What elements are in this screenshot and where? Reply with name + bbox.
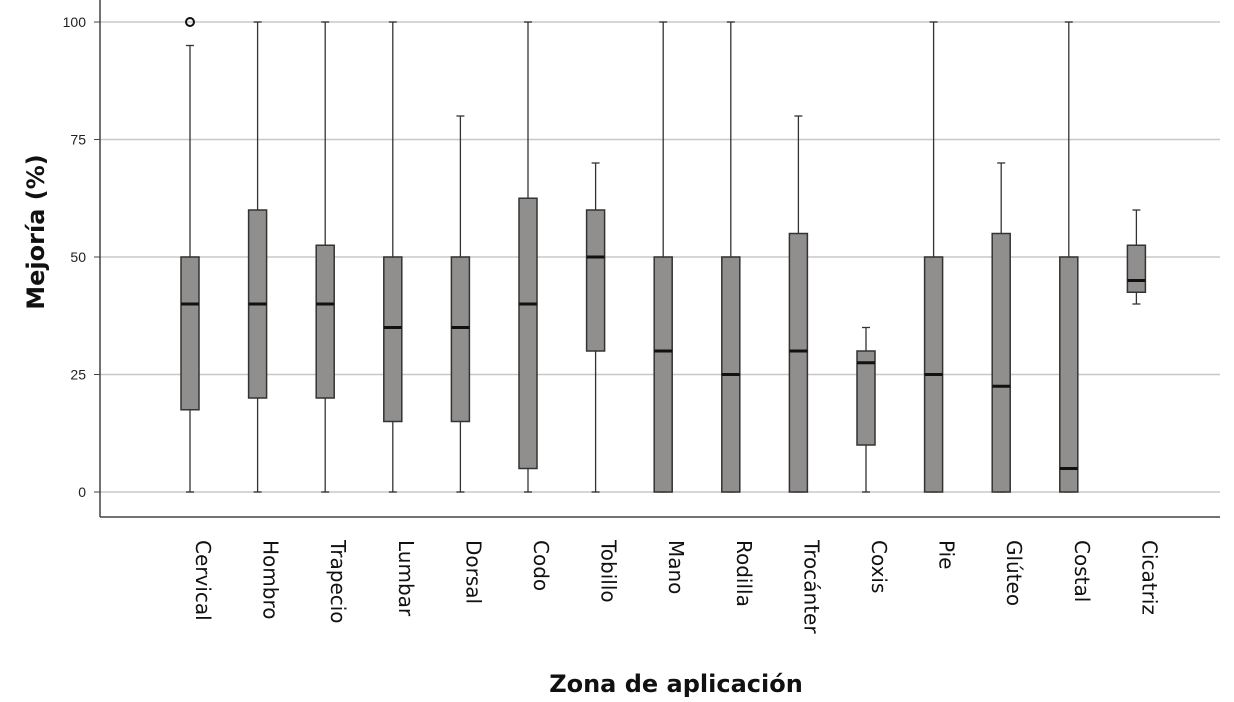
box-dorsal (450, 115, 471, 493)
x-category-label: Pie (935, 540, 959, 569)
box-iqr (518, 197, 538, 470)
box-iqr (1059, 256, 1079, 493)
y-tick-label: 0 (78, 484, 86, 500)
box-pie (923, 21, 944, 493)
y-axis-title: Mejoría (%) (22, 154, 50, 309)
box-lumbar (383, 21, 403, 493)
box-coxis (856, 326, 876, 493)
box-iqr (585, 209, 606, 352)
box-iqr (653, 256, 673, 493)
box-cervical (180, 17, 200, 493)
box-iqr (788, 232, 809, 493)
x-axis-title: Zona de aplicación (549, 670, 803, 698)
box-iqr (991, 232, 1011, 493)
box-iqr (383, 256, 403, 423)
box-hombro (247, 21, 268, 493)
x-category-label: Cervical (191, 540, 215, 621)
y-tick-label: 75 (70, 132, 86, 148)
x-category-label: Hombro (259, 540, 283, 619)
box-iqr (180, 256, 200, 411)
box-costal (1059, 21, 1079, 493)
x-category-label: Cicatriz (1137, 540, 1161, 615)
x-category-label: Dorsal (461, 540, 485, 604)
x-category-label: Mano (664, 540, 688, 594)
x-category-label: Tobillo (597, 539, 621, 603)
box-trocánter (788, 115, 809, 493)
x-category-label: Glúteo (1002, 540, 1026, 606)
box-iqr (1126, 244, 1147, 293)
y-tick-label: 100 (63, 14, 87, 30)
y-tick-label: 50 (70, 249, 86, 265)
box-iqr (856, 350, 876, 446)
box-glúteo (991, 162, 1011, 493)
box-rodilla (721, 21, 741, 493)
x-category-label: Trocánter (799, 539, 823, 634)
outlier-point (185, 17, 195, 27)
x-category-label: Coxis (867, 540, 891, 593)
box-mano (653, 21, 673, 493)
y-tick-label: 25 (70, 367, 86, 383)
box-layer (180, 17, 1147, 493)
box-trapecio (315, 21, 335, 493)
box-codo (518, 21, 538, 493)
box-iqr (315, 244, 335, 399)
x-category-label: Rodilla (732, 540, 756, 607)
box-tobillo (585, 162, 606, 493)
x-category-label: Lumbar (394, 540, 418, 617)
axis-layer (94, 0, 1220, 518)
x-category-label: Codo (529, 540, 553, 591)
x-category-label: Trapecio (326, 539, 350, 624)
x-category-label: Costal (1070, 540, 1094, 602)
box-cicatriz (1126, 209, 1147, 305)
label-layer: 0 25 50 75 100 Cervical Hombro Trapecio Lumbar Do… (63, 14, 1162, 634)
box-iqr (450, 256, 471, 423)
